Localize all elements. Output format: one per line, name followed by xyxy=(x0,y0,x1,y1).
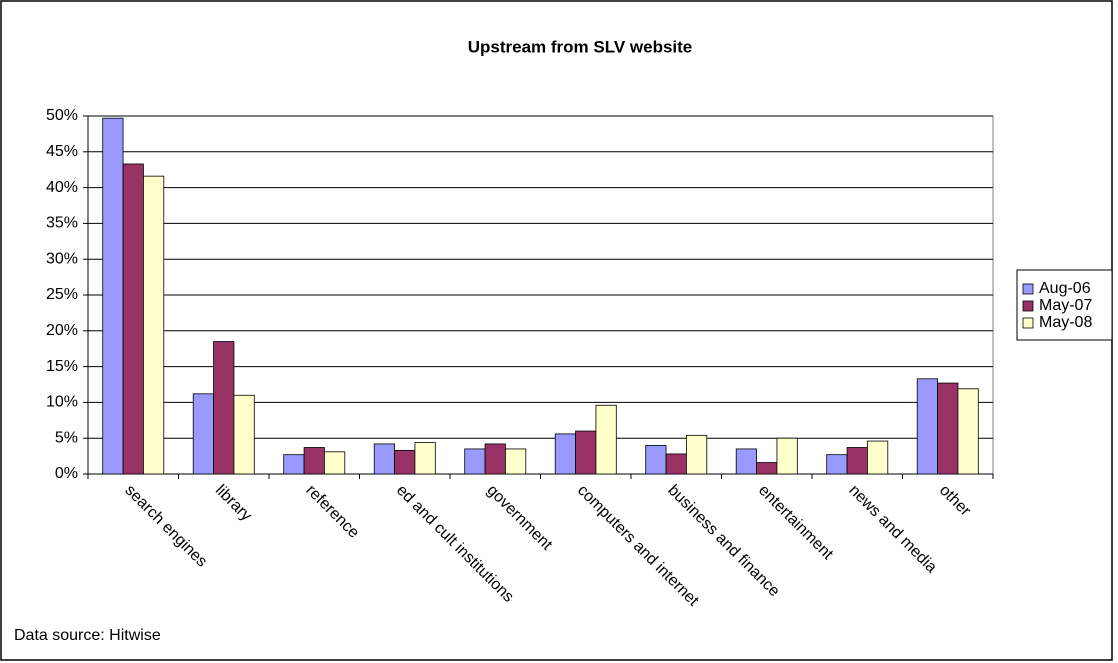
bar xyxy=(916,378,938,475)
y-tick-label: 20% xyxy=(46,322,78,339)
bar xyxy=(414,442,436,475)
bar xyxy=(937,382,959,475)
bar xyxy=(665,453,687,475)
y-tick-label: 10% xyxy=(46,394,78,411)
y-tick-label: 45% xyxy=(46,143,78,160)
y-tick-label: 5% xyxy=(55,429,78,446)
annotation: Data source: Hitwise xyxy=(14,627,161,644)
y-tick-label: 35% xyxy=(46,215,78,232)
y-tick-label: 50% xyxy=(46,107,78,124)
bar xyxy=(324,451,346,475)
y-tick-label: 30% xyxy=(46,250,78,267)
bar xyxy=(957,388,979,475)
bar xyxy=(213,341,235,475)
bar xyxy=(776,437,798,475)
legend-label: Aug-06 xyxy=(1039,280,1091,297)
bar xyxy=(826,454,848,475)
bar xyxy=(686,434,708,475)
legend-label: May-08 xyxy=(1039,314,1092,331)
legend-label: May-07 xyxy=(1039,297,1092,314)
bar xyxy=(102,117,124,475)
y-tick-label: 0% xyxy=(55,465,78,482)
chart-title: Upstream from SLV website xyxy=(468,37,693,56)
bar xyxy=(233,394,255,475)
y-tick-label: 40% xyxy=(46,179,78,196)
legend-swatch xyxy=(1022,283,1034,295)
bar xyxy=(464,448,486,475)
bar xyxy=(575,430,597,475)
bar xyxy=(756,462,778,475)
bar xyxy=(122,163,144,475)
bar xyxy=(867,440,889,475)
bar xyxy=(505,448,527,475)
y-tick-label: 15% xyxy=(46,358,78,375)
legend-swatch xyxy=(1022,300,1034,312)
legend-swatch xyxy=(1022,317,1034,329)
bar xyxy=(373,443,395,475)
bar xyxy=(394,449,416,475)
bar xyxy=(484,443,506,475)
bar xyxy=(283,454,305,475)
bar xyxy=(645,444,667,475)
bar xyxy=(192,393,214,475)
bar xyxy=(846,447,868,475)
bar xyxy=(595,404,617,475)
bar xyxy=(554,433,576,475)
bar xyxy=(735,448,757,475)
bar xyxy=(303,447,325,475)
bar xyxy=(143,175,165,475)
y-tick-label: 25% xyxy=(46,286,78,303)
